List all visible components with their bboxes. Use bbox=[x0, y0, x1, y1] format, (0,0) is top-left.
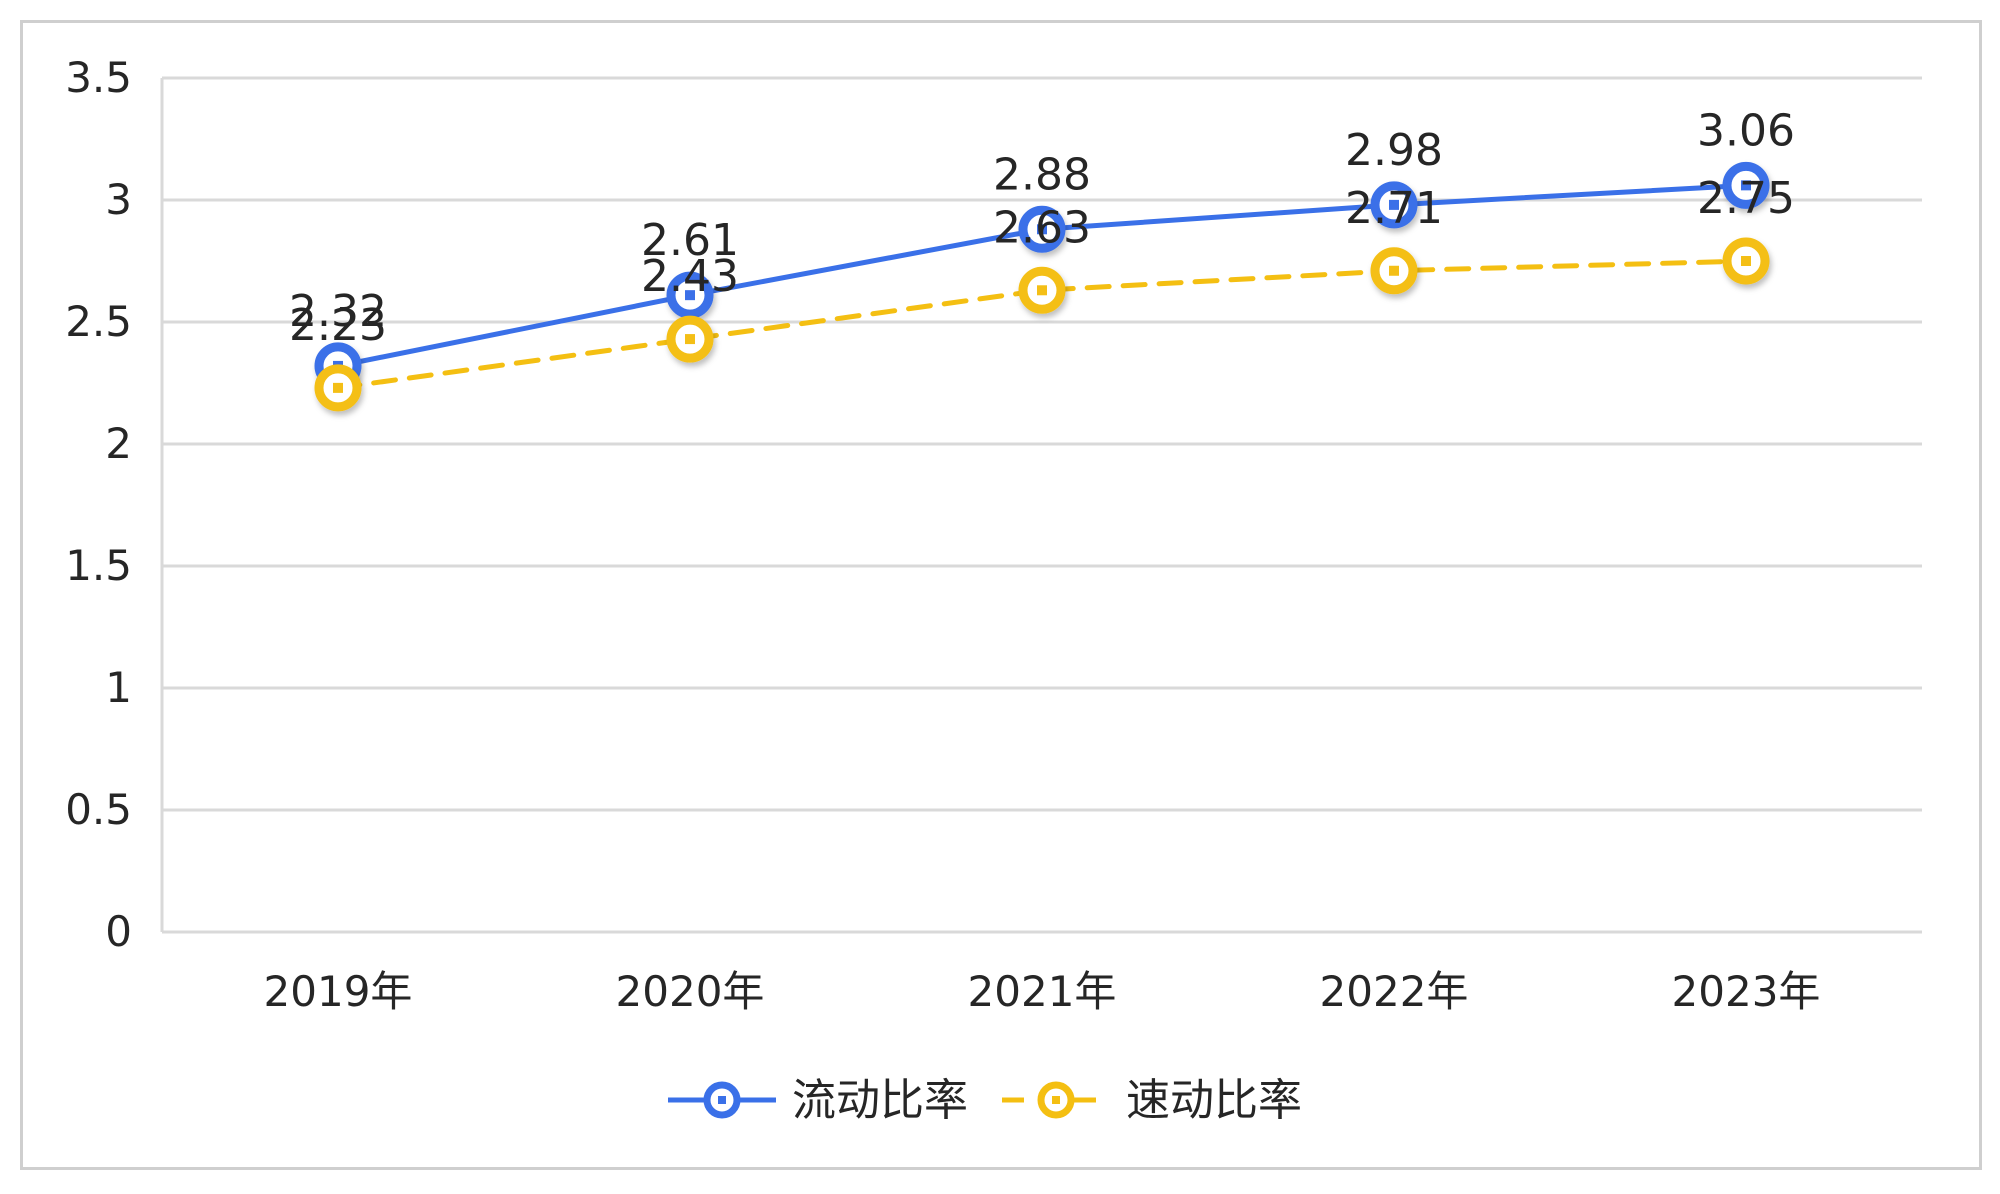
legend-label: 速动比率 bbox=[1126, 1075, 1302, 1126]
data-point[interactable] bbox=[314, 364, 362, 412]
data-point[interactable] bbox=[1722, 237, 1770, 285]
y-tick-label: 1.5 bbox=[65, 541, 132, 590]
data-label: 2.75 bbox=[1697, 173, 1795, 224]
x-tick-label: 2021年 bbox=[968, 967, 1117, 1016]
legend-item[interactable]: 流动比率 bbox=[668, 1075, 968, 1126]
data-point[interactable] bbox=[1370, 247, 1418, 295]
data-point[interactable] bbox=[1018, 205, 1066, 253]
data-point-center bbox=[1389, 265, 1399, 276]
data-labels: 2.32 2.61 2.88 2.98 3.06 2.23 2.43 2.63 2.71 2.75 bbox=[289, 105, 1795, 351]
data-point-center bbox=[685, 290, 695, 301]
data-label: 2.63 bbox=[993, 202, 1091, 253]
data-label: 2.23 bbox=[289, 300, 387, 351]
data-point-center bbox=[1037, 285, 1047, 296]
legend-label: 流动比率 bbox=[792, 1075, 968, 1126]
data-label: 2.32 bbox=[289, 286, 387, 337]
data-point-center bbox=[1741, 180, 1751, 191]
data-label: 2.98 bbox=[1345, 125, 1443, 176]
data-point-center bbox=[333, 382, 343, 393]
x-tick-label: 2022年 bbox=[1320, 967, 1469, 1016]
x-tick-label: 2019年 bbox=[264, 967, 413, 1016]
legend: 流动比率 速动比率 bbox=[668, 1075, 1302, 1126]
series-group bbox=[314, 161, 1770, 412]
axes bbox=[160, 78, 1922, 934]
y-tick-label: 2.5 bbox=[65, 297, 132, 346]
grid-lines bbox=[162, 76, 1922, 812]
legend-marker-center bbox=[1052, 1096, 1060, 1104]
data-point-center bbox=[685, 334, 695, 345]
data-point[interactable] bbox=[1018, 266, 1066, 314]
x-tick-label: 2020年 bbox=[616, 967, 765, 1016]
legend-item[interactable]: 速动比率 bbox=[1002, 1075, 1302, 1126]
y-tick-label: 3 bbox=[105, 175, 132, 224]
chart-frame bbox=[20, 20, 1982, 1170]
series-line bbox=[335, 258, 1749, 391]
data-point[interactable] bbox=[1370, 181, 1418, 229]
data-point-center bbox=[1741, 256, 1751, 266]
data-label: 2.88 bbox=[993, 149, 1091, 200]
legend-marker-center bbox=[718, 1096, 726, 1104]
y-tick-label: 0.5 bbox=[65, 785, 132, 834]
y-tick-label: 1 bbox=[105, 663, 132, 712]
data-label: 3.06 bbox=[1697, 105, 1795, 156]
data-point-center bbox=[1389, 199, 1399, 210]
data-point-center bbox=[1037, 224, 1047, 235]
data-label: 2.43 bbox=[641, 251, 739, 302]
data-label: 2.61 bbox=[641, 215, 739, 266]
data-point[interactable] bbox=[1722, 161, 1770, 209]
x-tick-labels: 2019年 2020年 2021年 2022年 2023年 bbox=[264, 967, 1821, 1016]
y-tick-label: 3.5 bbox=[65, 53, 132, 102]
y-tick-labels: 0 0.5 1 1.5 2 2.5 3 3.5 bbox=[65, 53, 132, 956]
y-tick-label: 0 bbox=[105, 907, 132, 956]
data-point[interactable] bbox=[666, 271, 714, 319]
data-point[interactable] bbox=[666, 315, 714, 363]
data-label: 2.71 bbox=[1345, 183, 1443, 234]
x-tick-label: 2023年 bbox=[1672, 967, 1821, 1016]
y-tick-label: 2 bbox=[105, 419, 132, 468]
